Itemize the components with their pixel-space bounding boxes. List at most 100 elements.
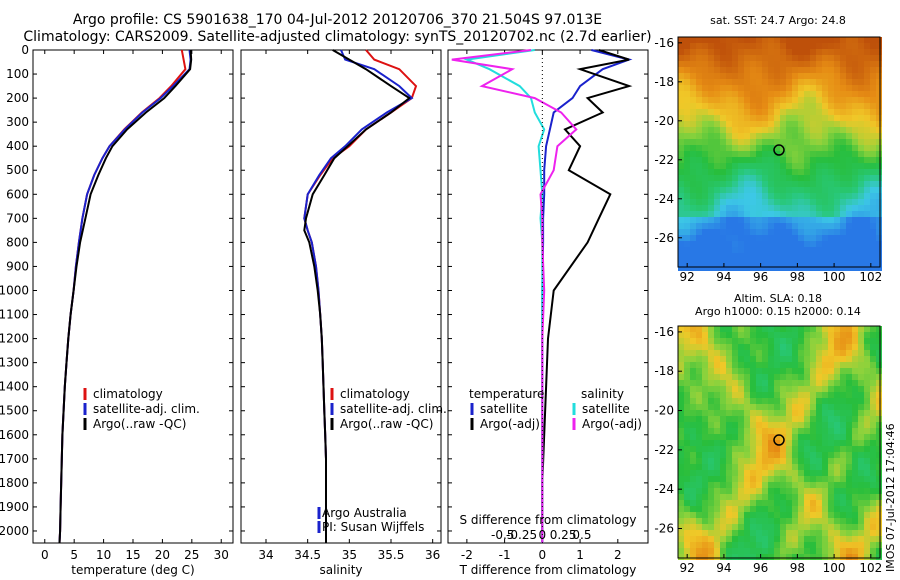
- map-x-tick-label: 94: [716, 270, 731, 284]
- series-line-1-3: [58, 49, 193, 544]
- plot-frame-3: [447, 49, 649, 544]
- x-tick-label: 0: [41, 548, 49, 562]
- map-y-tick-label: -26: [654, 231, 674, 245]
- series-line-3-3: [463, 49, 546, 543]
- legend-label: Argo(..raw -QC): [340, 417, 433, 431]
- y-tick-label: 1000: [0, 283, 29, 297]
- map-y-tick-label: -16: [654, 36, 674, 50]
- legend-header-temperature: temperature: [469, 387, 544, 401]
- pi-name-label: PI: Susan Wijffels: [322, 520, 424, 534]
- y-tick-label: 1800: [0, 476, 29, 490]
- series-line-3-4: [451, 49, 578, 543]
- argo-position-marker: [773, 144, 785, 156]
- y-tick-label: 1500: [0, 404, 29, 418]
- y-tick-label: 1900: [0, 500, 29, 514]
- legend-label: climatology: [93, 387, 163, 401]
- legend-label: satellite: [480, 402, 528, 416]
- y-tick-label: 700: [6, 211, 29, 225]
- x-tick-label: 35.5: [378, 548, 405, 562]
- map-x-tick-label: 102: [859, 561, 882, 575]
- map-x-tick-label: 100: [823, 270, 846, 284]
- legend-label: Argo(..raw -QC): [93, 417, 186, 431]
- x-axis-label: salinity: [319, 563, 362, 577]
- series-line-1-2: [58, 49, 192, 544]
- y-tick-label: 800: [6, 235, 29, 249]
- y-tick-label: 2000: [0, 524, 29, 538]
- x-tick-label-s: 0.5: [572, 528, 591, 542]
- sst-map-title: sat. SST: 24.7 Argo: 24.8: [710, 14, 846, 27]
- x-tick-label: 25: [184, 548, 199, 562]
- x-tick-label: 36: [425, 548, 440, 562]
- map-y-tick-label: -16: [654, 325, 674, 339]
- legend-label: satellite-adj. clim.: [340, 402, 447, 416]
- x-tick-label: 10: [96, 548, 111, 562]
- x-tick-label: -1: [499, 548, 511, 562]
- x-tick-label-s: 0.25: [550, 528, 577, 542]
- x-tick-label: 35: [342, 548, 357, 562]
- map-y-tick-label: -18: [654, 364, 674, 378]
- x-axis-label-top: S difference from climatology: [460, 513, 637, 527]
- x-tick-label: 1: [576, 548, 584, 562]
- series-line-2-3: [303, 49, 412, 543]
- map-x-tick-label: 96: [753, 561, 768, 575]
- y-tick-label: 1400: [0, 380, 29, 394]
- sla-map-subtitle: Argo h1000: 0.15 h2000: 0.14: [695, 305, 861, 318]
- x-tick-label: -2: [461, 548, 473, 562]
- map-x-tick-label: 100: [823, 561, 846, 575]
- argo-position-marker: [773, 434, 785, 446]
- figure-title-line1: Argo profile: CS 5901638_170 04-Jul-2012…: [72, 12, 603, 28]
- series-line-1-1: [58, 49, 187, 544]
- legend-label: climatology: [340, 387, 410, 401]
- x-tick-label: 15: [125, 548, 140, 562]
- map-y-tick-label: -26: [654, 522, 674, 536]
- y-tick-label: 1300: [0, 356, 29, 370]
- x-axis-label: T difference from climatology: [459, 563, 637, 577]
- series-line-3-2: [541, 49, 633, 543]
- map-x-tick-label: 98: [790, 561, 805, 575]
- figure-title-line2: Climatology: CARS2009. Satellite-adjuste…: [23, 29, 652, 45]
- y-tick-label: 1700: [0, 452, 29, 466]
- map-x-tick-label: 98: [790, 270, 805, 284]
- map-y-tick-label: -22: [654, 443, 674, 457]
- x-axis-label: temperature (deg C): [71, 563, 194, 577]
- y-tick-label: 500: [6, 163, 29, 177]
- x-tick-label: 34: [258, 548, 273, 562]
- legend-label: Argo(-adj): [480, 417, 540, 431]
- y-tick-label: 900: [6, 259, 29, 273]
- map-1-cells: [678, 37, 882, 271]
- map-frame-1: [677, 36, 881, 268]
- y-tick-label: 100: [6, 67, 29, 81]
- y-tick-label: 1100: [0, 308, 29, 322]
- x-tick-label: 30: [214, 548, 229, 562]
- map-y-tick-label: -20: [654, 404, 674, 418]
- series-line-2-1: [303, 49, 418, 543]
- y-tick-label: 1200: [0, 332, 29, 346]
- y-tick-label: 600: [6, 187, 29, 201]
- argo-australia-label: Argo Australia: [322, 506, 407, 520]
- x-tick-label: 20: [155, 548, 170, 562]
- sla-map-title: Altim. SLA: 0.18: [734, 292, 822, 305]
- series-line-2-2: [303, 49, 414, 543]
- imos-timestamp: IMOS 07-Jul-2012 17:04:46: [884, 423, 897, 572]
- y-tick-label: 0: [21, 43, 29, 57]
- map-y-tick-label: -24: [654, 192, 674, 206]
- x-tick-label-s: -0.25: [506, 528, 537, 542]
- x-tick-label: 2: [614, 548, 622, 562]
- map-x-tick-label: 92: [680, 270, 695, 284]
- map-x-tick-label: 102: [859, 270, 882, 284]
- x-tick-label: 5: [70, 548, 78, 562]
- map-y-tick-label: -22: [654, 153, 674, 167]
- x-tick-label-s: -0.5: [491, 528, 514, 542]
- x-tick-label-s: 0: [539, 528, 547, 542]
- map-x-tick-label: 94: [716, 561, 731, 575]
- x-tick-label: 0: [539, 548, 547, 562]
- legend-label: satellite-adj. clim.: [93, 402, 200, 416]
- series-line-3-1: [541, 49, 633, 543]
- y-tick-label: 1600: [0, 428, 29, 442]
- map-x-tick-label: 92: [680, 561, 695, 575]
- map-2-cells: [678, 326, 882, 560]
- map-y-tick-label: -20: [654, 114, 674, 128]
- y-tick-label: 200: [6, 91, 29, 105]
